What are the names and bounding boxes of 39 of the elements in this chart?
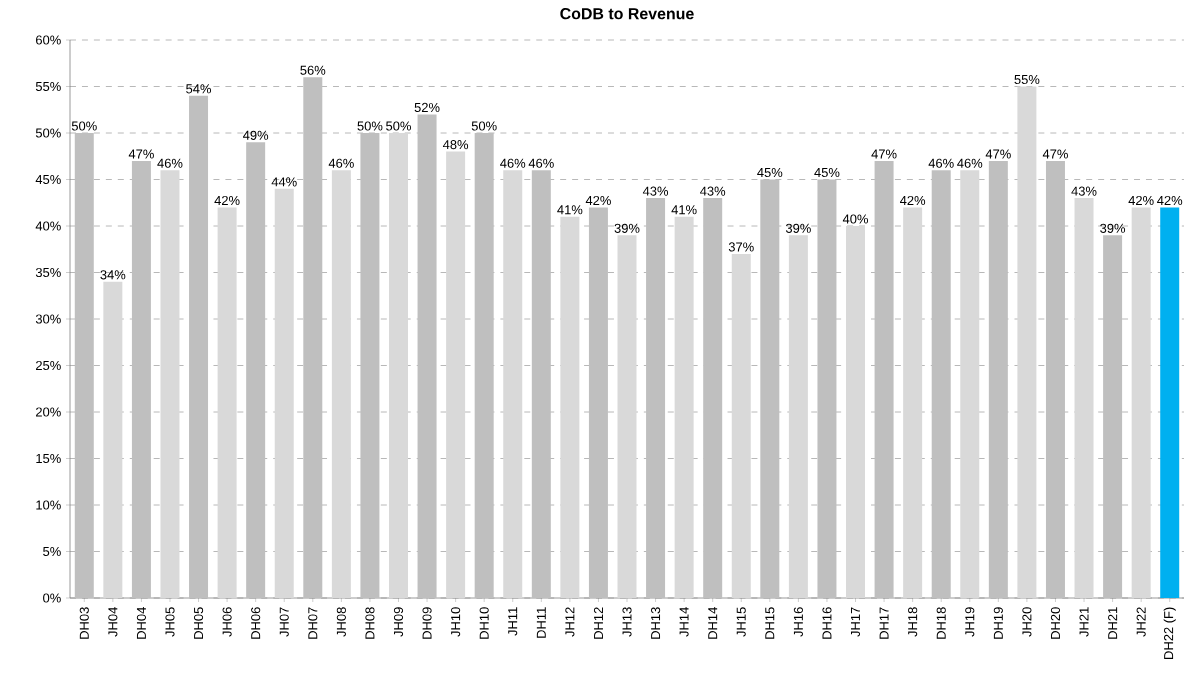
bar bbox=[417, 114, 437, 598]
bar bbox=[1131, 207, 1151, 598]
bar bbox=[588, 207, 608, 598]
bar bbox=[931, 170, 951, 598]
bar bbox=[674, 216, 694, 598]
bar bbox=[388, 133, 408, 598]
bar bbox=[874, 160, 894, 598]
bar bbox=[360, 133, 380, 598]
bar bbox=[531, 170, 551, 598]
bar bbox=[303, 77, 323, 598]
bar bbox=[646, 198, 666, 598]
bar bbox=[446, 151, 466, 598]
bar bbox=[103, 281, 123, 598]
bar bbox=[960, 170, 980, 598]
bar bbox=[817, 179, 837, 598]
bar bbox=[560, 216, 580, 598]
bar bbox=[617, 235, 637, 598]
bar bbox=[1045, 160, 1065, 598]
bar bbox=[217, 207, 237, 598]
bar bbox=[1017, 86, 1037, 598]
bar bbox=[703, 198, 723, 598]
bar bbox=[246, 142, 266, 598]
bar bbox=[331, 170, 351, 598]
bar bbox=[74, 133, 94, 598]
bar bbox=[1103, 235, 1123, 598]
bar bbox=[903, 207, 923, 598]
bar bbox=[503, 170, 523, 598]
bar bbox=[131, 160, 151, 598]
bar bbox=[788, 235, 808, 598]
bar bbox=[988, 160, 1008, 598]
bar bbox=[189, 95, 209, 598]
bar bbox=[731, 253, 751, 598]
bar bbox=[1160, 207, 1180, 598]
bar bbox=[160, 170, 180, 598]
bar bbox=[1074, 198, 1094, 598]
bar bbox=[474, 133, 494, 598]
bar bbox=[274, 188, 294, 598]
bar bbox=[846, 226, 866, 598]
bar bbox=[760, 179, 780, 598]
